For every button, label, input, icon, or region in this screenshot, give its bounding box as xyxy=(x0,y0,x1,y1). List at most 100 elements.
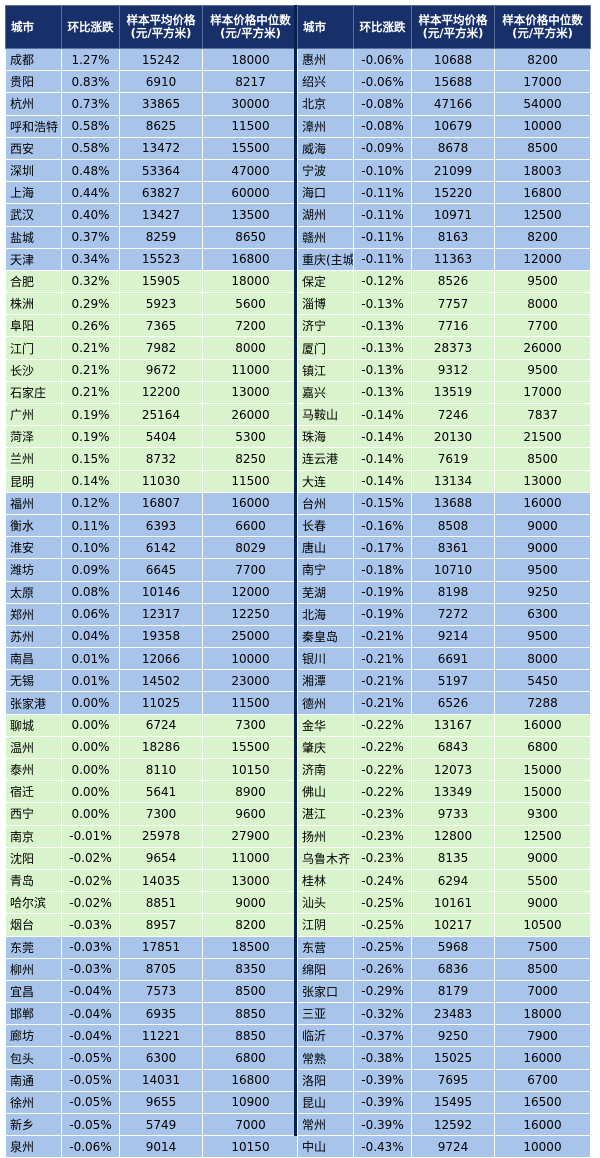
table-row: 潍坊 0.09% 6645 7700 xyxy=(5,558,299,582)
table-row: 杭州 0.73% 33865 30000 xyxy=(5,92,299,116)
header-median-price: 样本价格中位数 (元/平方米) xyxy=(494,5,591,49)
median-price-cell: 25000 xyxy=(202,624,299,649)
city-cell: 漳州 xyxy=(297,114,354,138)
avg-price-cell: 9655 xyxy=(119,1090,203,1115)
table-row: 邯郸 -0.04% 6935 8850 xyxy=(5,1002,299,1026)
median-price-cell: 9500 xyxy=(494,269,591,294)
mom-change-cell: -0.29% xyxy=(353,979,412,1004)
avg-price-cell: 5968 xyxy=(411,935,495,959)
city-cell: 北京 xyxy=(297,92,354,116)
city-cell: 衡水 xyxy=(5,513,62,538)
table-row: 连云港 -0.14% 7619 8500 xyxy=(297,447,591,471)
median-price-cell: 8500 xyxy=(494,136,591,160)
avg-price-cell: 8361 xyxy=(411,536,495,560)
mom-change-cell: -0.25% xyxy=(353,891,412,915)
table-row: 淄博 -0.13% 7757 8000 xyxy=(297,292,591,316)
mom-change-cell: -0.37% xyxy=(353,1024,412,1048)
median-price-cell: 18000 xyxy=(202,269,299,294)
avg-price-cell: 28373 xyxy=(411,336,495,360)
city-cell: 马鞍山 xyxy=(297,402,354,427)
median-price-cell: 6800 xyxy=(494,735,591,760)
city-cell: 汕头 xyxy=(297,891,354,915)
mom-change-cell: -0.02% xyxy=(61,846,120,870)
table-row: 惠州 -0.06% 10688 8200 xyxy=(297,47,591,72)
avg-price-cell: 9654 xyxy=(119,846,203,870)
median-price-cell: 8500 xyxy=(494,957,591,981)
median-price-cell: 16800 xyxy=(494,181,591,205)
header-avg-price: 样本平均价格 (元/平方米) xyxy=(411,5,495,49)
table-row: 柳州 -0.03% 8705 8350 xyxy=(5,957,299,981)
median-price-cell: 60000 xyxy=(202,181,299,205)
median-price-cell: 8000 xyxy=(494,292,591,316)
median-price-cell: 12000 xyxy=(494,247,591,271)
mom-change-cell: -0.13% xyxy=(353,380,412,405)
city-cell: 长沙 xyxy=(5,358,62,382)
median-price-cell: 9000 xyxy=(202,891,299,915)
city-cell: 郑州 xyxy=(5,602,62,626)
city-cell: 西宁 xyxy=(5,802,62,826)
mom-change-cell: 0.21% xyxy=(61,380,120,405)
avg-price-cell: 7982 xyxy=(119,336,203,360)
mom-change-cell: -0.21% xyxy=(353,624,412,649)
avg-price-cell: 6300 xyxy=(119,1046,203,1070)
median-price-cell: 13000 xyxy=(494,469,591,493)
city-cell: 武汉 xyxy=(5,203,62,227)
median-price-cell: 8850 xyxy=(202,1024,299,1048)
mom-change-cell: 0.00% xyxy=(61,780,120,804)
table-row: 张家口 -0.29% 8179 7000 xyxy=(297,979,591,1004)
median-price-cell: 8500 xyxy=(202,979,299,1004)
table-row: 江门 0.21% 7982 8000 xyxy=(5,336,299,360)
avg-price-cell: 9724 xyxy=(411,1135,495,1158)
median-price-cell: 11000 xyxy=(202,358,299,382)
table-row: 中山 -0.43% 9724 10000 xyxy=(297,1135,591,1158)
median-price-cell: 18000 xyxy=(202,47,299,72)
city-cell: 包头 xyxy=(5,1046,62,1070)
avg-price-cell: 7716 xyxy=(411,314,495,338)
mom-change-cell: -0.23% xyxy=(353,802,412,826)
city-cell: 青岛 xyxy=(5,868,62,893)
median-price-cell: 10500 xyxy=(494,913,591,937)
avg-price-cell: 8259 xyxy=(119,225,203,249)
mom-change-cell: -0.19% xyxy=(353,580,412,604)
mom-change-cell: 0.15% xyxy=(61,447,120,471)
city-cell: 宿迁 xyxy=(5,780,62,804)
avg-price-cell: 7272 xyxy=(411,602,495,626)
avg-price-cell: 25164 xyxy=(119,402,203,427)
city-cell: 绵阳 xyxy=(297,957,354,981)
avg-price-cell: 8851 xyxy=(119,891,203,915)
mom-change-cell: -0.21% xyxy=(353,669,412,693)
city-cell: 芜湖 xyxy=(297,580,354,604)
avg-price-cell: 12200 xyxy=(119,380,203,405)
median-price-cell: 8250 xyxy=(202,447,299,471)
table-row: 保定 -0.12% 8526 9500 xyxy=(297,269,591,294)
avg-price-cell: 13349 xyxy=(411,780,495,804)
mom-change-cell: -0.03% xyxy=(61,913,120,937)
mom-change-cell: -0.17% xyxy=(353,536,412,560)
city-cell: 南昌 xyxy=(5,647,62,671)
median-price-cell: 6600 xyxy=(202,513,299,538)
median-price-cell: 13000 xyxy=(202,868,299,893)
mom-change-cell: -0.06% xyxy=(61,1135,120,1158)
city-cell: 南宁 xyxy=(297,558,354,582)
median-price-cell: 9000 xyxy=(494,891,591,915)
avg-price-cell: 8135 xyxy=(411,846,495,870)
city-cell: 厦门 xyxy=(297,336,354,360)
city-cell: 湖州 xyxy=(297,203,354,227)
avg-price-cell: 53364 xyxy=(119,158,203,183)
mom-change-cell: -0.16% xyxy=(353,513,412,538)
avg-price-cell: 8110 xyxy=(119,757,203,782)
avg-price-cell: 8179 xyxy=(411,979,495,1004)
avg-price-cell: 63827 xyxy=(119,181,203,205)
table-row: 济南 -0.22% 12073 15000 xyxy=(297,757,591,782)
city-cell: 银川 xyxy=(297,647,354,671)
city-cell: 泰州 xyxy=(5,757,62,782)
table-row: 宁波 -0.10% 21099 18003 xyxy=(297,158,591,183)
city-cell: 惠州 xyxy=(297,47,354,72)
avg-price-cell: 6691 xyxy=(411,647,495,671)
city-cell: 新乡 xyxy=(5,1112,62,1137)
city-cell: 佛山 xyxy=(297,780,354,804)
median-price-cell: 8200 xyxy=(494,47,591,72)
median-price-cell: 9300 xyxy=(494,802,591,826)
avg-price-cell: 15495 xyxy=(411,1090,495,1115)
